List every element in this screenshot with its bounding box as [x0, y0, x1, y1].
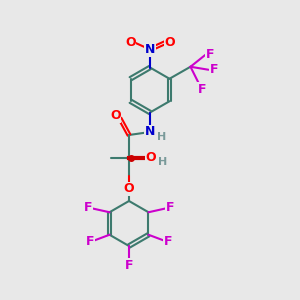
- Text: O: O: [164, 35, 175, 49]
- Text: N: N: [145, 125, 155, 139]
- Text: O: O: [125, 35, 136, 49]
- Text: F: F: [164, 236, 172, 248]
- Text: F: F: [198, 83, 206, 96]
- Text: O: O: [146, 151, 156, 164]
- Text: F: F: [125, 259, 133, 272]
- Text: O: O: [110, 109, 121, 122]
- Text: F: F: [86, 236, 94, 248]
- Text: H: H: [158, 131, 166, 142]
- Text: F: F: [84, 201, 92, 214]
- Text: F: F: [206, 48, 214, 61]
- Text: F: F: [210, 63, 218, 76]
- Text: F: F: [166, 201, 174, 214]
- Text: N: N: [145, 43, 155, 56]
- Text: H: H: [158, 157, 167, 167]
- Text: O: O: [124, 182, 134, 196]
